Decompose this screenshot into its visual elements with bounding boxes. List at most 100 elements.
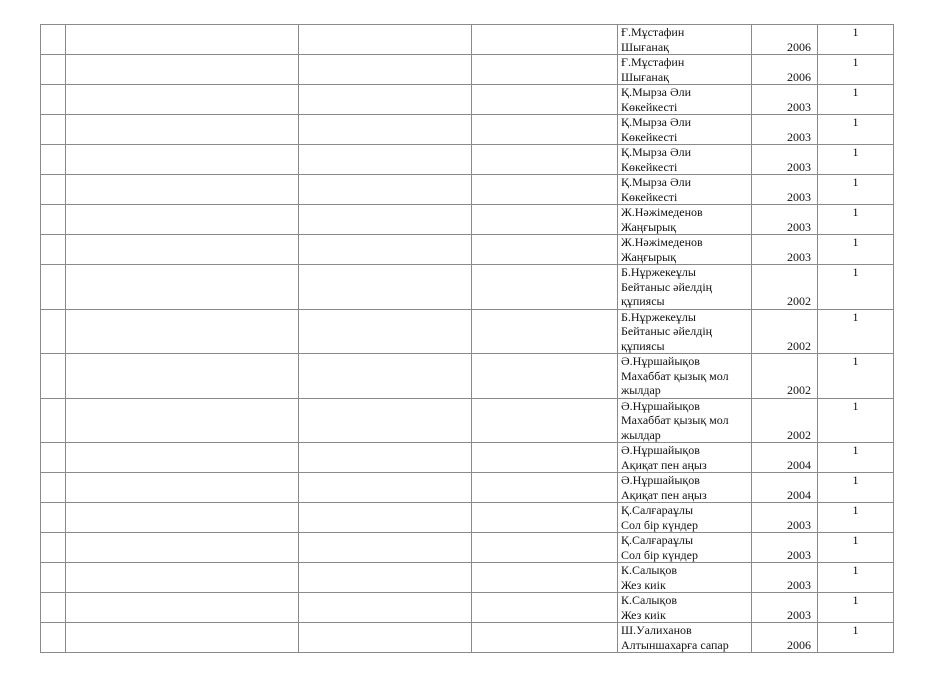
empty-cell [298,84,472,115]
title-line: Б.Нұржекеұлы [621,309,696,324]
empty-cell [65,502,299,533]
title-line: Ә.Нұршайықов [621,398,700,413]
title-line: Қ.Мырза Әли [621,175,692,189]
year-cell: 2002 [751,397,818,443]
empty-cell [471,24,618,55]
count-cell: 1 [817,84,894,115]
count-cell: 1 [817,442,894,473]
empty-cell [298,204,472,235]
title-line: жылдар [621,427,661,442]
year-cell: 2003 [751,144,818,175]
empty-cell [471,562,618,593]
year-cell: 2006 [751,622,818,653]
empty-cell [40,532,66,563]
title-cell: Ә.Нұршайықов Ақиқат пен аңыз [617,442,752,473]
count-cell: 1 [817,308,894,354]
title-cell: Қ.Мырза Әли Көкейкесті [617,84,752,115]
title-cell: Ә.Нұршайықов Махаббат қызық мол жылдар [617,397,752,443]
empty-cell [298,562,472,593]
table-row: Б.Нұржекеұлы Бейтаныс әйелдің құпиясы 2002 1 [40,264,894,310]
title-line: Шығанақ [621,39,669,54]
count-cell: 1 [817,592,894,623]
empty-cell [40,174,66,205]
year-cell: 2003 [751,502,818,533]
count-cell: 1 [817,532,894,563]
empty-cell [298,114,472,145]
empty-cell [65,562,299,593]
title-cell: Ж.Нәжімеденов Жаңғырық [617,234,752,265]
empty-cell [65,308,299,354]
table-row: Ә.Нұршайықов Махаббат қызық мол жылдар 2002… [40,353,894,399]
title-line: Ә.Нұршайықов [621,354,700,368]
title-line: Жез киік [621,577,666,592]
title-line: Алтыншахарға сапар [621,637,729,652]
title-cell: Қ.Салғараұлы Сол бір күндер [617,502,752,533]
year-cell: 2002 [751,353,818,399]
empty-cell [65,622,299,653]
count-cell: 1 [817,204,894,235]
title-line: Ғ.Мұстафин [621,55,685,69]
table-row: К.Салықов Жез киік 2003 1 [40,592,894,623]
title-cell: Б.Нұржекеұлы Бейтаныс әйелдің құпиясы [617,308,752,354]
table-row: Ж.Нәжімеденов Жаңғырық 2003 1 [40,204,894,235]
empty-cell [298,54,472,85]
table-body: Ғ.Мұстафин Шығанақ 2006 1 Ғ.Мұстафин Шығанақ 2… [40,24,894,653]
empty-cell [471,353,618,399]
empty-cell [65,144,299,175]
title-line: Сол бір күндер [621,517,698,532]
year-cell: 2003 [751,592,818,623]
empty-cell [471,308,618,354]
table-row: Қ.Салғараұлы Сол бір күндер 2003 1 [40,532,894,563]
title-line: Ә.Нұршайықов [621,473,700,487]
empty-cell [40,502,66,533]
empty-cell [40,24,66,55]
table-row: Қ.Мырза Әли Көкейкесті 2003 1 [40,114,894,145]
title-line: Махаббат қызық мол [621,368,729,383]
empty-cell [471,502,618,533]
table-row: Ж.Нәжімеденов Жаңғырық 2003 1 [40,234,894,265]
empty-cell [65,174,299,205]
empty-cell [471,234,618,265]
year-cell: 2004 [751,472,818,503]
empty-cell [298,502,472,533]
empty-cell [40,54,66,85]
title-cell: Ә.Нұршайықов Ақиқат пен аңыз [617,472,752,503]
empty-cell [40,397,66,443]
empty-cell [40,264,66,310]
count-cell: 1 [817,144,894,175]
year-cell: 2002 [751,264,818,310]
empty-cell [471,472,618,503]
empty-cell [40,114,66,145]
table-row: Ғ.Мұстафин Шығанақ 2006 1 [40,54,894,85]
empty-cell [65,204,299,235]
empty-cell [40,234,66,265]
empty-cell [65,397,299,443]
year-cell: 2003 [751,532,818,563]
title-line: Қ.Мырза Әли [621,115,692,129]
title-line: К.Салықов [621,593,677,607]
empty-cell [471,144,618,175]
count-cell: 1 [817,114,894,145]
empty-cell [40,622,66,653]
table-row: К.Салықов Жез киік 2003 1 [40,562,894,593]
table-row: Ғ.Мұстафин Шығанақ 2006 1 [40,24,894,55]
empty-cell [298,532,472,563]
table-row: Қ.Салғараұлы Сол бір күндер 2003 1 [40,502,894,533]
empty-cell [471,397,618,443]
title-line: Көкейкесті [621,159,678,174]
title-cell: Қ.Мырза Әли Көкейкесті [617,114,752,145]
title-cell: Б.Нұржекеұлы Бейтаныс әйелдің құпиясы [617,264,752,310]
empty-cell [40,84,66,115]
empty-cell [65,84,299,115]
count-cell: 1 [817,472,894,503]
year-cell: 2003 [751,174,818,205]
count-cell: 1 [817,397,894,443]
empty-cell [471,204,618,235]
title-line: Қ.Мырза Әли [621,85,692,99]
title-line: Ақиқат пен аңыз [621,487,707,502]
table-row: Ә.Нұршайықов Ақиқат пен аңыз 2004 1 [40,472,894,503]
title-cell: Ғ.Мұстафин Шығанақ [617,54,752,85]
empty-cell [65,114,299,145]
count-cell: 1 [817,353,894,399]
title-line: Ақиқат пен аңыз [621,457,707,472]
